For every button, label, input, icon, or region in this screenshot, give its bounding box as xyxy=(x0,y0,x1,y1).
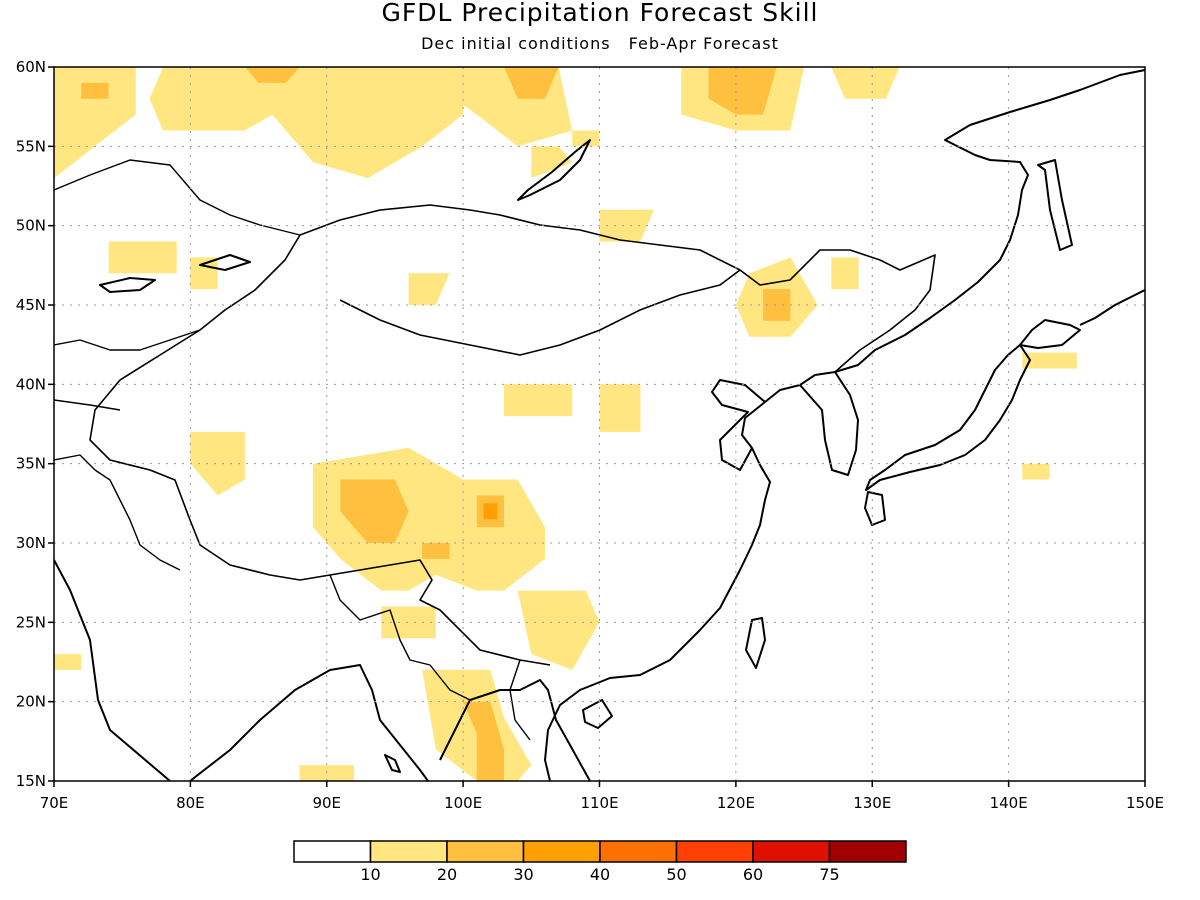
skill-region-20 xyxy=(422,543,450,559)
y-tick-label: 30N xyxy=(16,534,46,552)
skill-region-20 xyxy=(708,67,777,115)
colorbar: 10 20 30 40 50 60 75 xyxy=(293,840,907,884)
skill-region-10 xyxy=(531,146,573,179)
skill-region-10 xyxy=(54,67,136,179)
x-tick-label: 130E xyxy=(853,794,891,812)
colorbar-swatch xyxy=(293,840,372,863)
colorbar-label: 30 xyxy=(513,865,533,884)
x-tick-label: 90E xyxy=(312,794,341,812)
colorbar-swatch xyxy=(675,840,754,863)
border-china-north xyxy=(299,204,936,373)
colorbar-swatch xyxy=(752,840,831,863)
coastline-japan xyxy=(865,344,1031,491)
skill-region-10 xyxy=(831,257,859,290)
y-tick-label: 35N xyxy=(16,455,46,473)
skill-region-20 xyxy=(463,701,504,781)
border-china-west xyxy=(89,234,551,666)
skill-region-20 xyxy=(81,82,109,99)
coastline-asia xyxy=(544,69,1145,781)
skill-region-20 xyxy=(504,67,559,99)
x-tick-label: 70E xyxy=(40,794,69,812)
skill-region-10 xyxy=(190,431,245,496)
coastline-hainan xyxy=(582,699,613,729)
colorbar-swatch xyxy=(369,840,448,863)
coastline-kurils xyxy=(1079,289,1145,326)
coastline-indian-subcontinent xyxy=(54,559,171,781)
graticule xyxy=(54,67,1145,781)
skill-region-10 xyxy=(1022,463,1050,480)
x-tick-label: 100E xyxy=(444,794,482,812)
skill-region-30 xyxy=(483,503,498,520)
coastline-sri-lanka xyxy=(384,754,401,773)
coastline-baikal xyxy=(517,139,591,201)
skill-region-10 xyxy=(504,384,573,417)
skill-region-10 xyxy=(1022,352,1077,369)
chart-title: GFDL Precipitation Forecast Skill xyxy=(381,0,819,27)
skill-region-20 xyxy=(244,67,300,83)
y-tick-label: 25N xyxy=(16,613,46,631)
colorbar-swatch xyxy=(828,840,907,863)
skill-region-10 xyxy=(381,606,436,639)
coastline-kyushu xyxy=(864,491,886,526)
skill-region-10 xyxy=(572,130,600,147)
x-tick-label: 150E xyxy=(1126,794,1164,812)
skill-region-10 xyxy=(517,590,600,670)
colorbar-label: 75 xyxy=(819,865,839,884)
subtitle-forecast: Feb-Apr Forecast xyxy=(628,34,779,53)
y-tick-label: 20N xyxy=(16,693,46,711)
y-tick-label: 50N xyxy=(16,217,46,235)
y-tick-label: 15N xyxy=(16,772,46,790)
border-central-asia xyxy=(54,329,201,571)
border-russia-kazakhstan xyxy=(54,159,301,236)
y-tick-label: 40N xyxy=(16,375,46,393)
skill-shading-layer xyxy=(54,67,1077,781)
colorbar-swatch xyxy=(446,840,525,863)
coastline-bay-of-bengal xyxy=(189,664,429,781)
skill-region-10 xyxy=(831,67,900,99)
x-tick-label: 140E xyxy=(990,794,1028,812)
colorbar-swatch xyxy=(522,840,601,863)
axis-ticks: 70E 80E 90E 100E 110E 120E 130E 140E 150E 60N 55N 5… xyxy=(16,58,1164,812)
x-tick-label: 80E xyxy=(176,794,205,812)
coastline-taiwan xyxy=(745,617,766,669)
skill-region-10 xyxy=(599,384,641,432)
y-tick-label: 45N xyxy=(16,296,46,314)
skill-region-10 xyxy=(190,257,218,290)
coastline-sakhalin xyxy=(1037,159,1073,251)
coastline-hokkaido xyxy=(1019,319,1081,349)
border-myanmar-laos xyxy=(329,574,531,741)
skill-region-10 xyxy=(108,241,177,274)
skill-region-20 xyxy=(763,289,791,321)
coastline-layer xyxy=(54,69,1145,781)
colorbar-swatch xyxy=(599,840,678,863)
skill-region-10 xyxy=(599,209,655,242)
coastline-korea xyxy=(799,371,859,476)
skill-region-10 xyxy=(408,273,450,305)
colorbar-label: 60 xyxy=(743,865,763,884)
colorbar-label: 50 xyxy=(666,865,686,884)
coastline-aral xyxy=(99,277,156,293)
chart-subtitle: Dec initial conditions Feb-Apr Forecast xyxy=(0,34,1200,53)
coastline-indochina xyxy=(439,679,591,781)
subtitle-conditions: Dec initial conditions xyxy=(421,34,611,53)
colorbar-label: 40 xyxy=(590,865,610,884)
colorbar-label: 10 xyxy=(360,865,380,884)
x-tick-label: 110E xyxy=(580,794,618,812)
colorbar-label: 20 xyxy=(437,865,457,884)
coastline-balkhash xyxy=(199,254,251,271)
skill-region-10 xyxy=(149,67,464,179)
skill-region-10 xyxy=(299,765,354,781)
skill-region-20 xyxy=(340,479,409,543)
x-tick-label: 120E xyxy=(717,794,755,812)
y-tick-label: 55N xyxy=(16,137,46,155)
y-tick-label: 60N xyxy=(16,58,46,76)
skill-region-10 xyxy=(54,654,82,670)
border-mongolia-south xyxy=(339,269,741,356)
